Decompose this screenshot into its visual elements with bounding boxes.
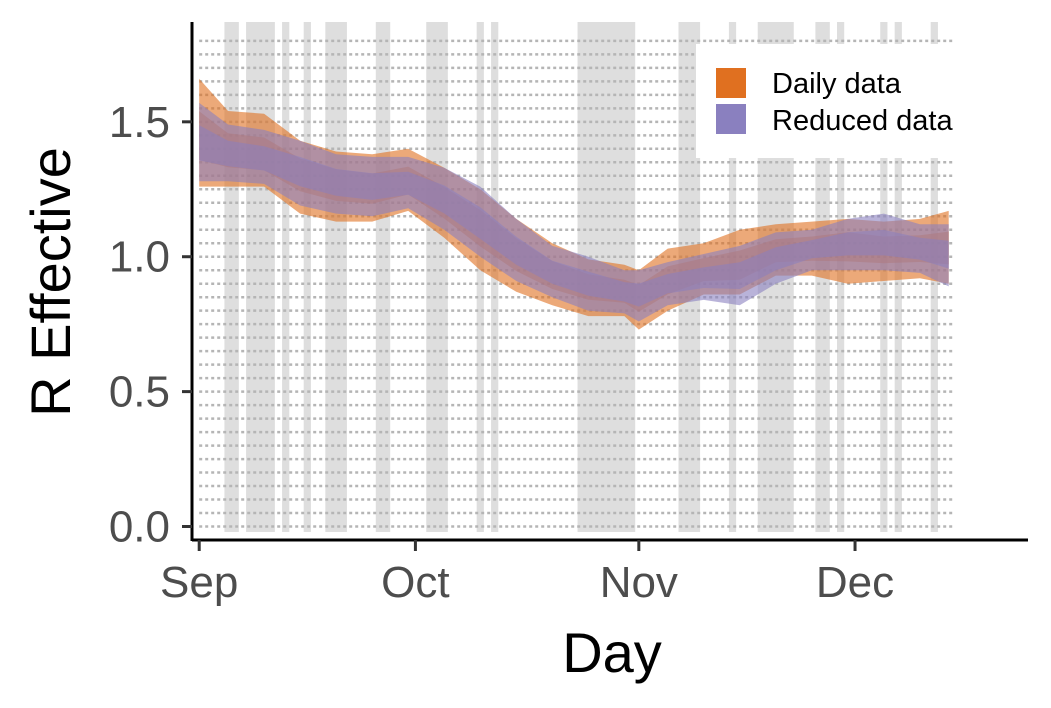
shaded-band [224, 22, 239, 532]
shaded-band [246, 22, 275, 532]
legend: Daily data Reduced data [716, 68, 953, 137]
y-axis-title: R Effective [19, 147, 82, 417]
x-axis-title: Day [562, 621, 662, 684]
shaded-band [325, 22, 347, 532]
x-tick-label: Nov [600, 558, 678, 607]
ribbon-layer [199, 78, 949, 330]
shaded-band [303, 22, 311, 532]
shaded-band [282, 22, 290, 532]
x-axis-ticks: Sep Oct Nov Dec [160, 540, 894, 607]
x-tick-label: Dec [816, 558, 894, 607]
y-axis-ticks: 0.0 0.5 1.0 1.5 [109, 98, 192, 552]
shaded-band [375, 22, 391, 532]
shaded-band [476, 22, 484, 532]
legend-key-daily-data [716, 68, 746, 98]
ribbon-inner-reduced-data [199, 125, 949, 307]
axes [190, 22, 1028, 542]
shaded-band [426, 22, 448, 532]
legend-label-reduced-data: Reduced data [772, 105, 953, 137]
legend-key-reduced-data [716, 104, 746, 134]
x-tick-label: Sep [160, 558, 238, 607]
y-tick-label: 0.0 [109, 503, 170, 552]
x-tick-label: Oct [381, 558, 449, 607]
y-tick-label: 0.5 [109, 368, 170, 417]
legend-label-daily-data: Daily data [772, 68, 902, 100]
legend-background [696, 44, 958, 158]
y-tick-label: 1.5 [109, 98, 170, 147]
y-tick-label: 1.0 [109, 233, 170, 282]
